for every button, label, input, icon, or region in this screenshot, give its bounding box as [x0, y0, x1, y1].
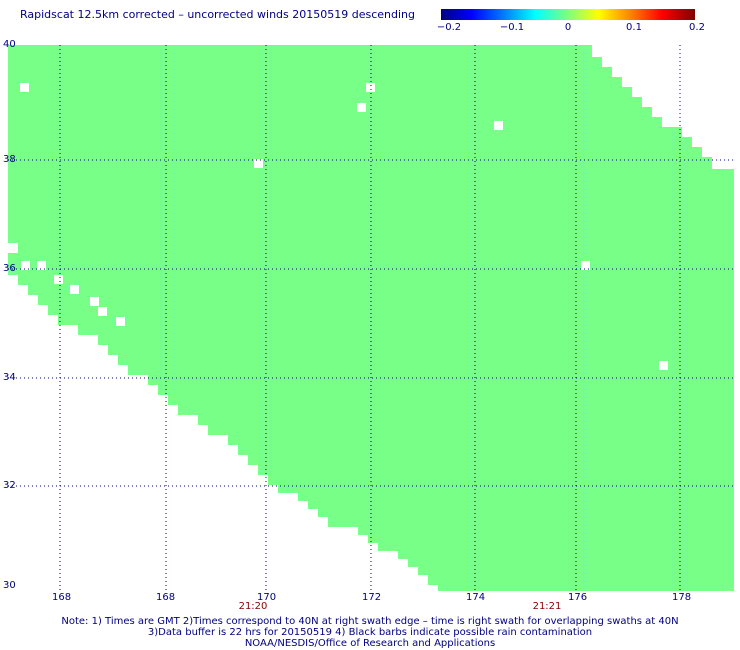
- colorbar-tick: −0.2: [436, 22, 462, 33]
- colorbar-tick: −0.1: [499, 22, 525, 33]
- lat-label: 34: [3, 372, 16, 383]
- map-title: Rapidscat 12.5km corrected – uncorrected…: [20, 8, 416, 21]
- wind-map: [8, 45, 734, 591]
- colorbar-tick: 0.2: [689, 22, 705, 33]
- lon-label: 176: [568, 592, 588, 603]
- lat-label: 30: [3, 580, 16, 591]
- time-label: 21:21: [532, 601, 562, 612]
- missing-cells: [8, 83, 668, 370]
- lat-label: 40: [3, 39, 16, 50]
- footer-note-1: Note: 1) Times are GMT 2)Times correspon…: [61, 616, 679, 627]
- lat-label: 32: [3, 480, 16, 491]
- footer-note-2: 3)Data buffer is 22 hrs for 20150519 4) …: [147, 627, 593, 638]
- colorbar-tick: 0: [564, 22, 572, 33]
- lon-label: 174: [466, 592, 486, 603]
- lon-label: 168: [156, 592, 176, 603]
- colorbar: [441, 9, 695, 20]
- lon-label: 170: [257, 592, 277, 603]
- lat-label: 36: [3, 263, 16, 274]
- lat-label: 38: [3, 154, 16, 165]
- lon-label: 168: [52, 592, 72, 603]
- time-label: 21:20: [238, 601, 268, 612]
- lon-label: 178: [672, 592, 692, 603]
- colorbar-tick: 0.1: [626, 22, 642, 33]
- grid-lines: [8, 45, 734, 591]
- footer-credit: NOAA/NESDIS/Office of Research and Appli…: [244, 638, 496, 649]
- lon-label: 172: [362, 592, 382, 603]
